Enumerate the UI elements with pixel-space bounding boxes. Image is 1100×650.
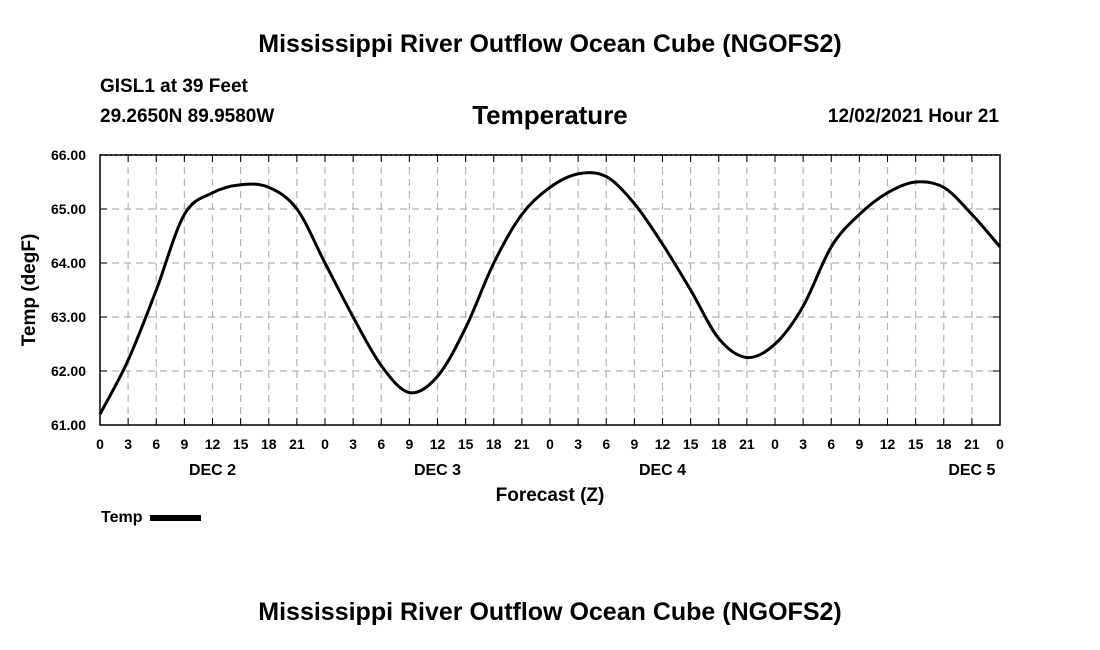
x-tick-label: 18 [486, 436, 502, 452]
x-tick-label: 15 [908, 436, 924, 452]
axis-labels: 0 3 6 9 12 15 18 21 0 3 6 9 12 15 18 21 0 3 6 9 12 15 18 21 0 3 6 9… [51, 147, 1004, 479]
variable-title: Temperature [472, 100, 628, 130]
x-tick-label: 15 [458, 436, 474, 452]
x-tick-label: 0 [546, 436, 554, 452]
x-tick-label: 12 [205, 436, 221, 452]
x-tick-label: 12 [430, 436, 446, 452]
legend-line-swatch [150, 515, 202, 521]
x-tick-label: 3 [574, 436, 582, 452]
x-tick-label: 6 [377, 436, 385, 452]
x-tick-label: 6 [602, 436, 610, 452]
x-tick-label: 21 [739, 436, 755, 452]
y-tick-label: 66.00 [51, 147, 86, 163]
x-tick-label: 3 [349, 436, 357, 452]
y-tick-label: 64.00 [51, 255, 86, 271]
y-tick-label: 63.00 [51, 309, 86, 325]
x-tick-label: 6 [152, 436, 160, 452]
x-tick-label: 9 [855, 436, 863, 452]
x-tick-label: 18 [261, 436, 277, 452]
x-tick-label: 9 [180, 436, 188, 452]
legend-label: Temp [101, 509, 143, 526]
day-label: DEC 3 [414, 462, 461, 479]
x-tick-label: 15 [233, 436, 249, 452]
axis-ticks [99, 154, 1001, 426]
station-coordinates: 29.2650N 89.9580W [100, 106, 275, 127]
x-tick-label: 21 [514, 436, 530, 452]
day-label: DEC 2 [189, 462, 236, 479]
day-label: DEC 4 [639, 462, 686, 479]
y-tick-label: 61.00 [51, 417, 86, 433]
main-title: Mississippi River Outflow Ocean Cube (NG… [258, 30, 842, 58]
y-tick-label: 62.00 [51, 363, 86, 379]
footer-title: Mississippi River Outflow Ocean Cube (NG… [258, 598, 842, 626]
x-tick-label: 3 [124, 436, 132, 452]
x-tick-label: 0 [996, 436, 1004, 452]
day-label: DEC 5 [948, 462, 995, 479]
y-axis-label: Temp (degF) [19, 234, 40, 347]
x-tick-label: 21 [964, 436, 980, 452]
x-tick-label: 0 [96, 436, 104, 452]
x-tick-label: 3 [799, 436, 807, 452]
forecast-datetime: 12/02/2021 Hour 21 [827, 106, 999, 127]
x-tick-label: 12 [655, 436, 671, 452]
x-tick-label: 21 [289, 436, 305, 452]
x-tick-label: 0 [321, 436, 329, 452]
x-tick-label: 9 [405, 436, 413, 452]
x-tick-label: 15 [683, 436, 699, 452]
x-axis-label: Forecast (Z) [496, 485, 605, 506]
x-tick-label: 0 [771, 436, 779, 452]
x-tick-label: 9 [630, 436, 638, 452]
temp-series-line [98, 171, 1002, 415]
station-label: GISL1 at 39 Feet [100, 76, 248, 97]
x-tick-label: 12 [880, 436, 896, 452]
x-tick-label: 18 [936, 436, 952, 452]
y-tick-label: 65.00 [51, 201, 86, 217]
grid-lines [100, 154, 1000, 425]
legend: Temp [101, 509, 202, 527]
x-tick-label: 6 [827, 436, 835, 452]
x-tick-label: 18 [711, 436, 727, 452]
